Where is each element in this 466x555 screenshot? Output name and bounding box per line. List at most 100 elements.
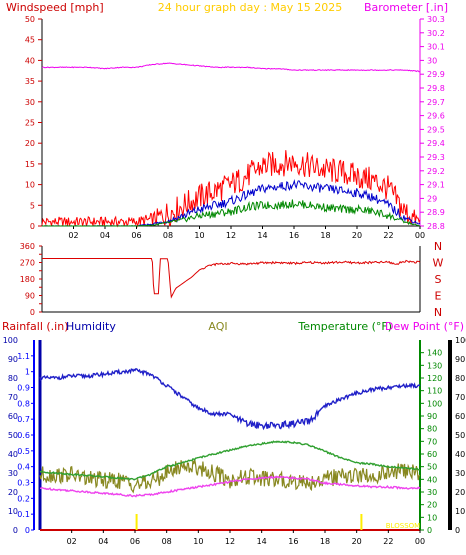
barometer-tick-label: 29.1 (427, 181, 445, 190)
temperature-tick-label: 40 (427, 475, 437, 484)
wind-tick-label: 40 (25, 56, 35, 65)
x-tick-label: 02 (67, 537, 77, 546)
barometer-line (41, 62, 421, 73)
x-tick-label: 08 (163, 231, 173, 240)
wind-tick-label: 0 (30, 222, 35, 231)
x-tick-label: 02 (68, 231, 78, 240)
temperature-tick-label: 120 (427, 374, 442, 383)
barometer-tick-label: 30 (427, 56, 437, 65)
rain-tick-label: 0.5 (17, 447, 30, 456)
x-tick-label: 06 (131, 231, 141, 240)
x-tick-label: 16 (289, 231, 299, 240)
compass-label: E (435, 290, 442, 303)
rain-bar (360, 514, 363, 530)
dewpoint-label: Dew Point (°F) (385, 320, 464, 333)
rain-tick-label: 1 (25, 368, 30, 377)
temperature-tick-label: 30 (427, 488, 437, 497)
x-tick-label: 00 (415, 537, 425, 546)
barometer-tick-label: 30.2 (427, 29, 445, 38)
x-tick-label: 14 (257, 231, 267, 240)
rain-tick-label: 1.1 (17, 352, 30, 361)
x-tick-label: 12 (226, 231, 236, 240)
humidity-tick-label: 20 (8, 488, 18, 497)
temperature-tick-label: 90 (427, 412, 437, 421)
temperature-tick-label: 70 (427, 437, 437, 446)
x-tick-label: 20 (352, 537, 362, 546)
wind-barometer-panel: 0 5 10 15 20 25 30 35 40 45 50 28.8 28.9 29 29.1 29.2 29… (25, 15, 445, 240)
wind-tick-label: 20 (25, 139, 35, 148)
rain-tick-label: 0.4 (17, 463, 30, 472)
aqi-tick-label: 50 (455, 431, 465, 440)
wind-tick-label: 25 (25, 119, 35, 128)
humidity-temperature-panel: 010203040506070809010000.10.20.30.40.50.… (3, 336, 466, 546)
direction-tick-label: 180 (20, 275, 35, 284)
aqi-tick-label: 100 (455, 336, 466, 345)
low-wind-line (42, 199, 421, 227)
temperature-tick-label: 130 (427, 361, 442, 370)
temperature-line (39, 440, 421, 481)
temperature-tick-label: 80 (427, 425, 437, 434)
humidity-tick-label: 70 (8, 393, 18, 402)
direction-tick-label: 90 (25, 292, 35, 301)
rain-tick-label: 0.9 (17, 384, 30, 393)
rain-tick-label: 0.2 (17, 494, 30, 503)
gust-line (41, 150, 421, 228)
aqi-tick-label: 20 (455, 488, 465, 497)
x-tick-label: 12 (225, 537, 235, 546)
barometer-tick-label: 28.9 (427, 208, 445, 217)
rain-tick-label: 0.6 (17, 431, 30, 440)
watermark: BLOSSOM (386, 522, 420, 530)
wind-tick-label: 5 (30, 201, 35, 210)
aqi-tick-label: 80 (455, 374, 465, 383)
x-tick-label: 10 (193, 537, 203, 546)
x-tick-label: 08 (162, 537, 172, 546)
barometer-label: Barometer [.in] (364, 1, 448, 14)
barometer-tick-label: 28.8 (427, 222, 445, 231)
humidity-tick-label: 100 (3, 336, 18, 345)
wind-direction-line (42, 258, 421, 299)
humidity-tick-label: 60 (8, 412, 18, 421)
barometer-tick-label: 30.3 (427, 15, 445, 24)
rain-tick-label: 0.7 (17, 415, 30, 424)
barometer-tick-label: 29 (427, 194, 437, 203)
aqi-label: AQI (208, 320, 227, 333)
compass-label: W (433, 257, 444, 270)
rain-bar (135, 514, 138, 530)
humidity-tick-label: 0 (13, 526, 18, 535)
x-tick-label: 22 (383, 231, 393, 240)
barometer-tick-label: 29.5 (427, 125, 445, 134)
aqi-tick-label: 90 (455, 355, 465, 364)
temperature-tick-label: 100 (427, 399, 442, 408)
temperature-tick-label: 110 (427, 387, 442, 396)
x-tick-label: 14 (257, 537, 267, 546)
x-tick-label: 10 (194, 231, 204, 240)
barometer-tick-label: 29.4 (427, 139, 445, 148)
wind-tick-label: 45 (25, 36, 35, 45)
rain-tick-label: 0.8 (17, 399, 30, 408)
aqi-tick-label: 70 (455, 393, 465, 402)
aqi-tick-label: 40 (455, 450, 465, 459)
humidity-tick-label: 50 (8, 431, 18, 440)
humidity-tick-label: 80 (8, 374, 18, 383)
barometer-tick-label: 29.2 (427, 167, 445, 176)
humidity-tick-label: 40 (8, 450, 18, 459)
humidity-tick-label: 90 (8, 355, 18, 364)
aqi-tick-label: 0 (455, 526, 460, 535)
x-tick-label: 16 (288, 537, 298, 546)
barometer-tick-label: 29.8 (427, 84, 445, 93)
windspeed-label: Windspeed [mph] (6, 1, 104, 14)
x-tick-label: 20 (352, 231, 362, 240)
aqi-tick-label: 60 (455, 412, 465, 421)
barometer-tick-label: 29.7 (427, 98, 445, 107)
rain-tick-label: 0.3 (17, 479, 30, 488)
humidity-tick-label: 10 (8, 507, 18, 516)
temperature-tick-label: 20 (427, 501, 437, 510)
x-tick-label: 22 (383, 537, 393, 546)
x-tick-label: 18 (320, 231, 330, 240)
direction-tick-label: 0 (30, 308, 35, 317)
temperature-tick-label: 60 (427, 450, 437, 459)
barometer-tick-label: 29.9 (427, 70, 445, 79)
x-tick-label: 04 (98, 537, 108, 546)
